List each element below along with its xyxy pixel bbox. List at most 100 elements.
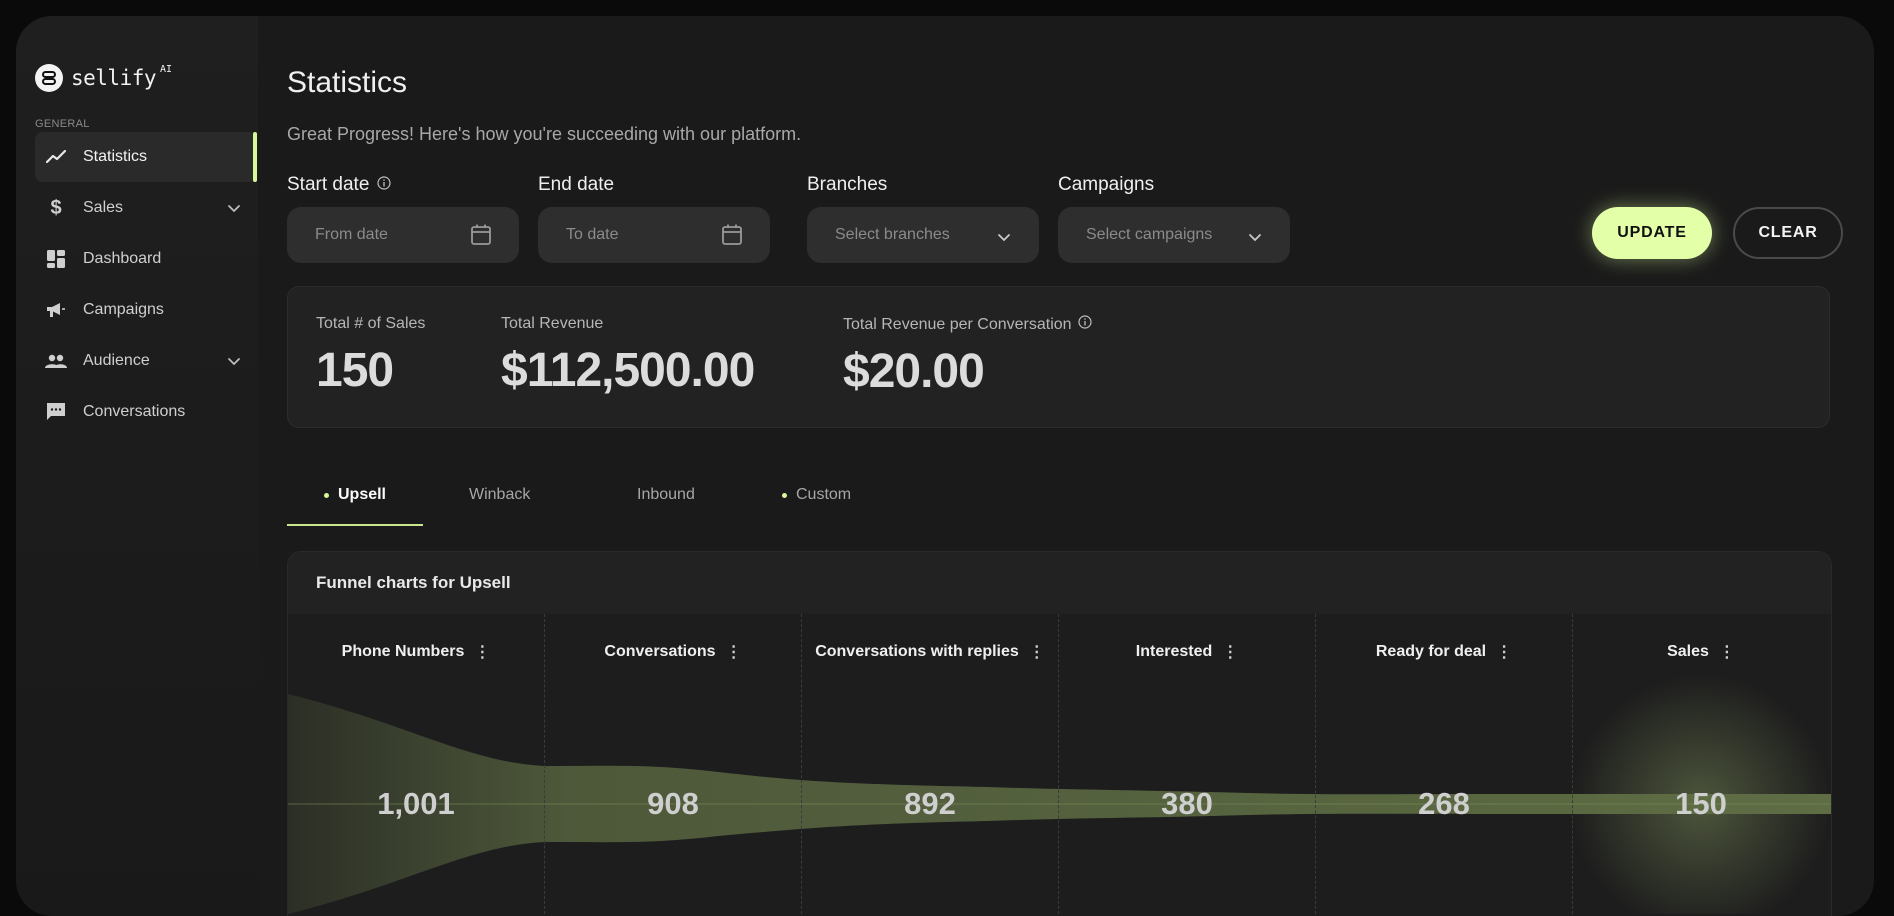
funnel-column-header: Ready for deal ⋮ [1316, 642, 1572, 662]
stat-total-revenue: Total Revenue $112,500.00 [501, 315, 755, 398]
funnel-header: Funnel charts for Upsell [288, 552, 1831, 614]
sidebar-item-label: Campaigns [83, 301, 164, 318]
funnel-value: 150 [1675, 786, 1727, 821]
page-title: Statistics [287, 66, 408, 99]
column-divider [1058, 614, 1059, 914]
sidebar-item-audience[interactable]: Audience [35, 336, 257, 386]
update-button[interactable]: UPDATE [1592, 207, 1712, 259]
sidebar-item-label: Statistics [83, 148, 148, 165]
info-icon[interactable] [377, 174, 391, 196]
sidebar-item-label: Sales [83, 199, 124, 216]
dashboard-icon [45, 248, 67, 270]
start-date-placeholder: From date [315, 226, 388, 243]
funnel-value: 380 [1161, 786, 1213, 821]
sidebar-item-label: Conversations [83, 403, 186, 420]
funnel-value: 268 [1418, 786, 1470, 821]
stat-label: Total # of Sales [316, 315, 426, 332]
tab-custom[interactable]: Custom [782, 466, 851, 524]
funnel-chart-card: Funnel charts for Upsell [287, 551, 1832, 916]
chevron-down-icon [997, 229, 1011, 247]
nav-section-label: GENERAL [35, 118, 90, 130]
funnel-chart: Phone Numbers ⋮ Conversations ⋮ Conversa… [288, 614, 1831, 914]
brand-name: sellify [71, 66, 157, 90]
app-window: sellify AI GENERAL Statistics $ Sales [16, 16, 1874, 916]
megaphone-icon [45, 299, 67, 321]
funnel-column-label: Ready for deal [1375, 643, 1487, 660]
tab-winback[interactable]: Winback [469, 466, 530, 524]
dollar-icon: $ [50, 196, 62, 219]
stat-total-sales: Total # of Sales 150 [316, 315, 425, 398]
kebab-menu-icon[interactable]: ⋮ [1222, 644, 1239, 661]
calendar-icon[interactable] [471, 224, 491, 250]
stat-value: 150 [316, 344, 394, 397]
column-divider [1572, 614, 1573, 914]
column-divider [1315, 614, 1316, 914]
stat-label-row: Total Revenue per Conversation [843, 315, 1092, 334]
tab-label: Custom [796, 486, 852, 503]
sidebar-item-statistics[interactable]: Statistics [35, 132, 257, 182]
clear-button[interactable]: CLEAR [1733, 207, 1843, 259]
brand-superscript: AI [160, 63, 173, 75]
funnel-column-label: Conversations with replies [815, 643, 1019, 660]
funnel-title: Funnel charts for Upsell [316, 573, 511, 592]
funnel-column-header: Conversations ⋮ [545, 642, 801, 662]
sidebar: sellify AI GENERAL Statistics $ Sales [16, 16, 258, 916]
funnel-column-label: Phone Numbers [341, 643, 465, 660]
stat-value: $20.00 [843, 345, 985, 398]
funnel-column-header: Interested ⋮ [1059, 642, 1315, 662]
sidebar-nav: Statistics $ Sales Dashboar [35, 132, 257, 438]
status-dot [323, 492, 329, 498]
funnel-column-label: Interested [1135, 643, 1213, 660]
page-subtitle: Great Progress! Here's how you're succee… [287, 124, 802, 144]
sidebar-item-label: Dashboard [83, 250, 162, 267]
tab-upsell[interactable]: Upsell [287, 466, 423, 526]
kebab-menu-icon[interactable]: ⋮ [725, 644, 742, 661]
start-date-field[interactable]: From date [287, 207, 519, 263]
branches-select[interactable]: Select branches [807, 207, 1039, 263]
kebab-menu-icon[interactable]: ⋮ [1496, 644, 1513, 661]
stat-revenue-per-conversation: Total Revenue per Conversation $20.00 [843, 315, 1092, 399]
branches-label: Branches [807, 174, 888, 195]
kebab-menu-icon[interactable]: ⋮ [1028, 644, 1045, 661]
kebab-menu-icon[interactable]: ⋮ [474, 644, 491, 661]
stat-value: $112,500.00 [501, 344, 755, 397]
summary-stats-card: Total # of Sales 150 Total Revenue $112,… [287, 286, 1830, 428]
trend-line-icon [45, 146, 67, 168]
funnel-value: 1,001 [377, 786, 455, 821]
start-date-label-text: Start date [287, 174, 370, 195]
end-date-placeholder: To date [566, 226, 619, 243]
tab-label: Winback [469, 486, 531, 503]
info-icon[interactable] [1077, 315, 1092, 334]
funnel-column-header: Sales ⋮ [1573, 642, 1829, 662]
end-date-field[interactable]: To date [538, 207, 770, 263]
brand[interactable]: sellify AI [35, 64, 172, 92]
column-divider [544, 614, 545, 914]
tab-inbound[interactable]: Inbound [637, 466, 695, 524]
calendar-icon[interactable] [722, 224, 742, 250]
campaign-type-tabs: Upsell Winback Inbound Custom [287, 466, 887, 526]
campaigns-select[interactable]: Select campaigns [1058, 207, 1290, 263]
sidebar-item-conversations[interactable]: Conversations [35, 387, 257, 437]
kebab-menu-icon[interactable]: ⋮ [1718, 644, 1735, 661]
start-date-label: Start date [287, 174, 391, 196]
chat-icon [45, 401, 67, 423]
stat-label: Total Revenue [501, 315, 604, 332]
funnel-column-header: Phone Numbers ⋮ [288, 642, 544, 662]
tab-label: Upsell [337, 486, 386, 503]
funnel-column-label: Sales [1667, 643, 1709, 660]
status-dot [782, 492, 787, 498]
column-divider [801, 614, 802, 914]
sidebar-item-label: Audience [83, 352, 150, 369]
funnel-graphic [288, 674, 1831, 914]
sellify-logo-icon [35, 64, 63, 92]
chevron-down-icon[interactable] [227, 200, 241, 218]
sidebar-item-sales[interactable]: $ Sales [35, 183, 257, 233]
sidebar-item-campaigns[interactable]: Campaigns [35, 285, 257, 335]
campaigns-placeholder: Select campaigns [1086, 226, 1213, 243]
sidebar-item-dashboard[interactable]: Dashboard [35, 234, 257, 284]
branches-placeholder: Select branches [835, 226, 950, 243]
funnel-column-header: Conversations with replies ⋮ [802, 642, 1058, 662]
chevron-down-icon[interactable] [227, 353, 241, 371]
campaigns-label: Campaigns [1058, 174, 1155, 195]
stat-label: Total Revenue per Conversation [843, 315, 1072, 333]
